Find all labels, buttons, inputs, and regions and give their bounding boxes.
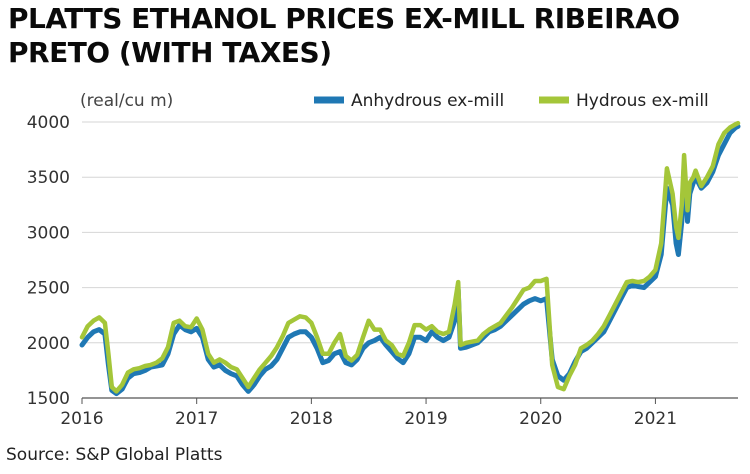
x-tick-label: 2020 [519,409,562,429]
x-tick-label: 2019 [404,409,447,429]
legend-label: Hydrous ex-mill [576,91,709,111]
chart-title: PLATTS ETHANOL PRICES EX-MILL RIBEIRAO P… [8,2,680,69]
x-tick-label: 2017 [175,409,218,429]
source-note: Source: S&P Global Platts [6,445,223,465]
legend: Anhydrous ex-mill Hydrous ex-mill [314,91,709,111]
series-lines [79,120,741,397]
y-tick-label: 2000 [27,334,70,354]
y-tick-label: 3500 [27,168,70,188]
x-tick-label: 2021 [634,409,677,429]
y-tick-label: 1500 [27,389,70,409]
y-tick-label: 3000 [27,223,70,243]
legend-label: Anhydrous ex-mill [351,91,504,111]
x-tick-label: 2018 [290,409,333,429]
y-axis-unit-label: (real/cu m) [80,91,173,111]
series-line-anhydrous [79,123,741,397]
y-tick-label: 2500 [27,279,70,299]
y-tick-label: 4000 [27,113,70,133]
y-axis-ticks: 1500 2000 2500 3000 3500 4000 [27,113,70,409]
x-axis-ticks: 2016 2017 2018 2019 2020 2021 [60,398,677,429]
x-tick-label: 2016 [60,409,103,429]
series-line-hydrous [79,120,741,394]
